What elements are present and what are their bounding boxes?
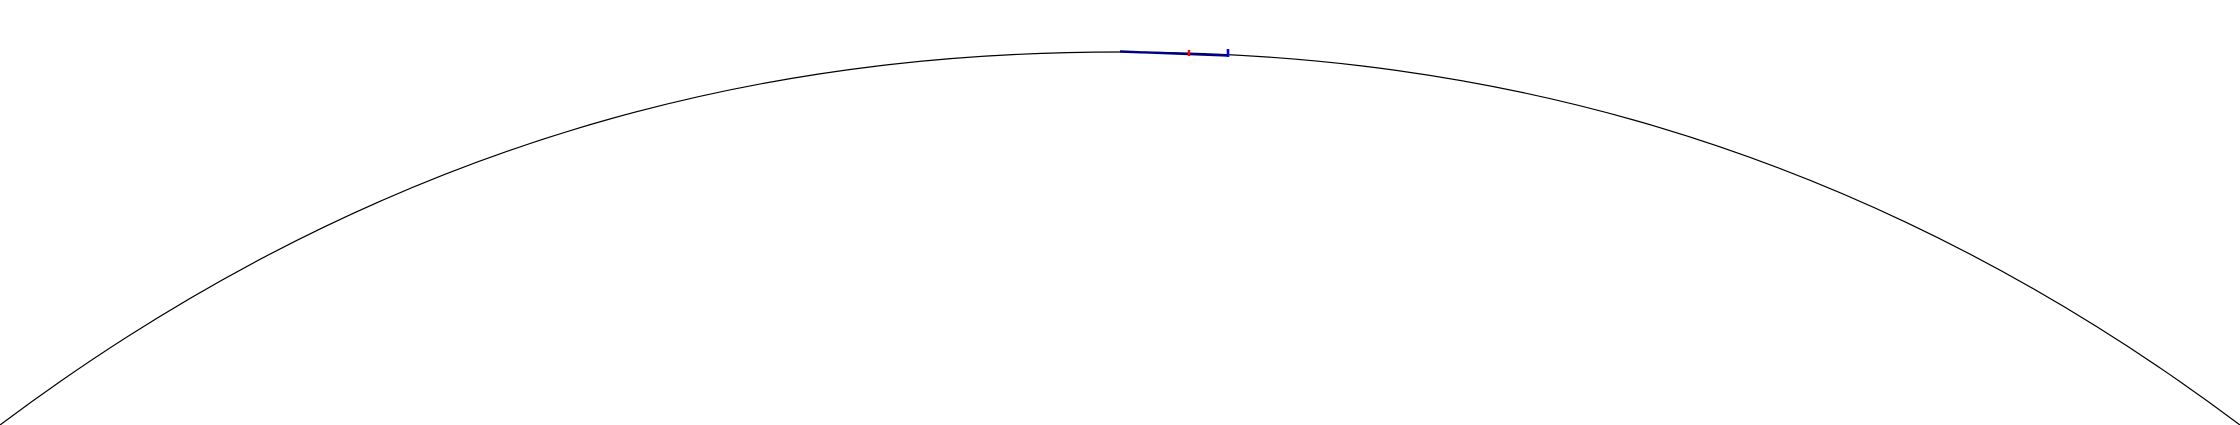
horizon-arc — [0, 51, 2240, 425]
navy-segment — [1119, 50, 1229, 57]
